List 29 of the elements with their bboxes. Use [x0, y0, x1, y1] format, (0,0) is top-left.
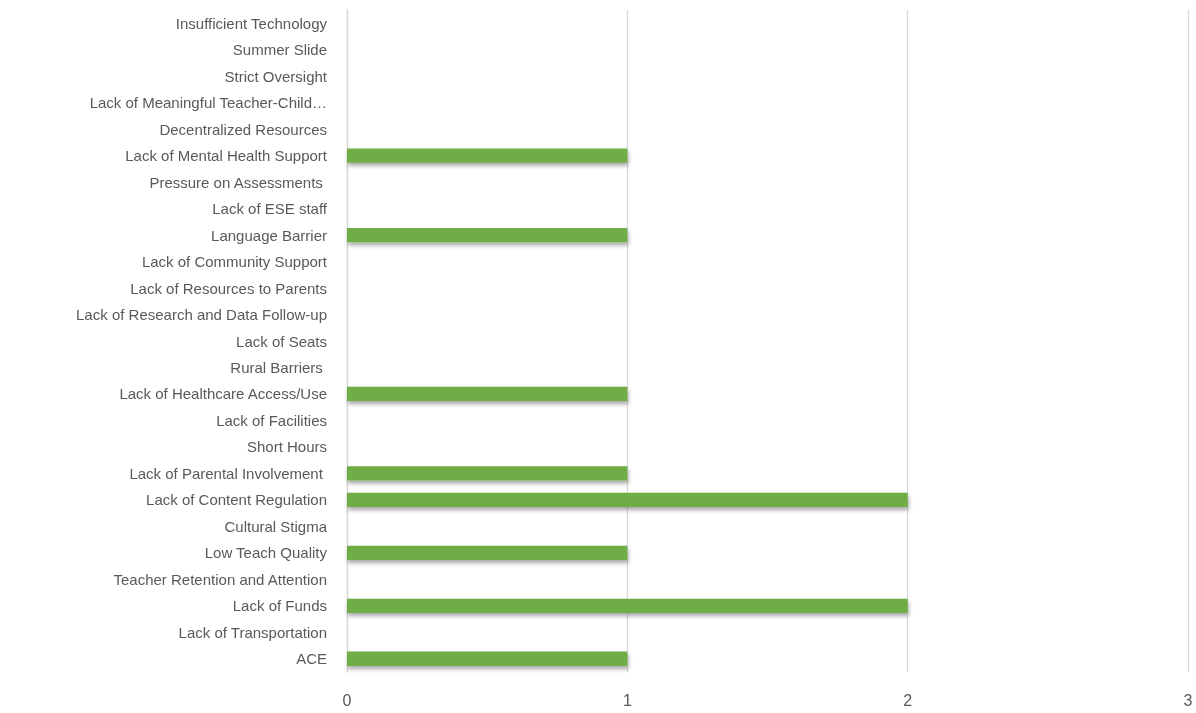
- y-tick-label: Insufficient Technology: [175, 14, 328, 32]
- y-tick-label: Lack of Funds: [232, 597, 327, 615]
- y-tick-label: Pressure on Assessments: [149, 173, 327, 191]
- y-tick-label: Lack of Healthcare Access/Use: [119, 385, 327, 403]
- y-tick-label: Language Barrier: [211, 226, 327, 244]
- y-tick-label: Lack of Community Support: [141, 253, 328, 271]
- y-tick-label: Short Hours: [246, 438, 327, 456]
- y-tick-label: Lack of Resources to Parents: [130, 279, 327, 297]
- x-tick-label: 0: [342, 691, 352, 709]
- y-tick-label: Lack of Seats: [236, 332, 327, 350]
- y-tick-label: Lack of Parental Involvement: [129, 464, 327, 482]
- y-tick-label: Cultural Stigma: [224, 517, 328, 535]
- y-tick-label: Lack of Meaningful Teacher-Child…: [89, 94, 327, 112]
- y-tick-label: Strict Oversight: [224, 67, 328, 85]
- y-tick-label: Teacher Retention and Attention: [113, 570, 327, 588]
- x-tick-label: 2: [903, 691, 913, 709]
- y-tick-label: Summer Slide: [232, 41, 327, 59]
- x-tick-label: 3: [1183, 691, 1193, 709]
- y-tick-label: Lack of Research and Data Follow-up: [76, 306, 327, 324]
- y-tick-label: Lack of Content Regulation: [146, 491, 327, 509]
- y-tick-label: Lack of Transportation: [178, 623, 327, 641]
- x-tick-label: 1: [622, 691, 632, 709]
- y-tick-label: Lack of ESE staff: [212, 200, 328, 218]
- y-tick-label: ACE: [296, 650, 327, 668]
- y-tick-label: Low Teach Quality: [204, 544, 328, 562]
- y-tick-label: Rural Barriers: [230, 358, 327, 376]
- y-tick-label: Decentralized Resources: [159, 120, 327, 138]
- y-tick-label: Lack of Facilities: [216, 411, 327, 429]
- y-tick-label: Lack of Mental Health Support: [125, 147, 328, 165]
